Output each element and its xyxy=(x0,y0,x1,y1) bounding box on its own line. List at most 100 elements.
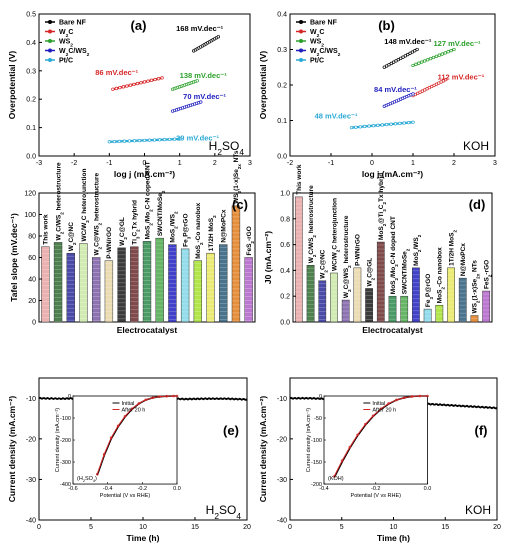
bar-0 xyxy=(41,246,50,323)
bar-13 xyxy=(206,252,215,323)
x-tick-label: 2 xyxy=(213,160,217,167)
x-tick-label: 5 xyxy=(89,524,93,531)
data-point xyxy=(423,59,427,63)
data-point xyxy=(172,137,177,141)
y-tick-label: 60 xyxy=(28,255,36,262)
data-point xyxy=(434,54,439,58)
data-point xyxy=(146,79,150,83)
bar-11 xyxy=(423,308,432,323)
slope-annotation: 148 mV.dec⁻¹ xyxy=(384,37,432,46)
inset-e: -0.6 -0.4 -0.2 0.0 0 -100 -200 -300 -400 InitialA… xyxy=(55,394,181,499)
x-axis-label: Time (h) xyxy=(127,533,160,543)
x-tick-label: 0 xyxy=(288,524,292,531)
x-tick-label: -2 xyxy=(71,160,77,167)
y-tick-label: -10 xyxy=(277,396,287,403)
inset-label: (KOH) xyxy=(328,476,344,482)
x-tick-label: 20 xyxy=(493,524,501,531)
x-tick-label: 15 xyxy=(191,524,199,531)
data-point xyxy=(402,121,406,125)
x-tick-label: -1 xyxy=(106,160,112,167)
data-point xyxy=(384,122,389,127)
bar-15 xyxy=(470,315,479,323)
data-point xyxy=(415,47,419,52)
y-axis-label: Overpotential (V) xyxy=(7,51,17,120)
bar-9 xyxy=(400,295,409,323)
inset-legend-entry: Initial xyxy=(372,401,385,407)
data-point xyxy=(142,138,147,143)
inset-x-tick-label: -0.6 xyxy=(68,486,77,492)
bar-category-label: WC/W2C heterojunction xyxy=(81,169,90,242)
y-axis-label: Current density (mA.cm⁻²) xyxy=(258,396,268,503)
y-tick-label: 0.4 xyxy=(26,40,36,47)
inset-point xyxy=(95,472,99,476)
y-tick-label: 80 xyxy=(28,234,36,241)
data-point xyxy=(114,86,119,91)
panel-label: (b) xyxy=(378,18,395,33)
x-axis-label: Time (h) xyxy=(377,533,410,543)
inset-y-tick-label: 0 xyxy=(319,394,322,400)
data-point xyxy=(398,121,402,126)
bar-category-label: W2C/WS2 heterostructure xyxy=(308,185,317,263)
data-point xyxy=(389,122,393,126)
bar-category-label: Fe3P@rGO xyxy=(425,274,434,307)
data-point xyxy=(195,79,199,83)
data-point xyxy=(411,63,415,68)
x-tick-label: 3 xyxy=(248,160,252,167)
inset-y-tick-label: -300 xyxy=(60,460,71,466)
panel-label: (f) xyxy=(475,423,488,438)
bar-category-label: MoS2-Co nanobox xyxy=(195,202,204,258)
y-tick-label: 0 xyxy=(32,320,36,327)
inset-y-axis-label: Current density (mA.cm⁻²) xyxy=(306,408,312,472)
bar-1 xyxy=(306,264,315,323)
bar-category-label: MoS2/Mo2C-N doped CNT xyxy=(390,216,399,294)
bar-14 xyxy=(219,244,228,323)
bar-9 xyxy=(155,237,164,323)
inset-point xyxy=(116,424,120,428)
y-tick-label: -30 xyxy=(277,477,287,484)
electrolyte-label: KOH xyxy=(465,503,491,517)
data-point xyxy=(160,76,164,80)
bar-6 xyxy=(117,247,126,323)
inset-legend-entry: After 20 h xyxy=(122,408,146,414)
panel-label: (d) xyxy=(469,197,486,212)
bar-category-label: MoS2/Mo2C-N doped CNT xyxy=(144,161,153,239)
legend-marker xyxy=(299,58,303,62)
bar-category-label: MoS2/WS2 xyxy=(413,234,422,266)
data-point xyxy=(376,123,380,127)
legend-marker xyxy=(48,48,52,53)
legend-entry: Bare NF xyxy=(59,20,87,27)
bar-15 xyxy=(231,205,241,323)
bar-8 xyxy=(142,241,152,323)
slope-annotation: 70 mV.dec⁻¹ xyxy=(183,92,226,101)
data-point xyxy=(142,80,147,84)
data-point xyxy=(147,138,152,142)
bar-category-label: W2C@NC xyxy=(320,249,329,278)
bar-category-label: W2C/WS2 heterostructure xyxy=(55,162,64,240)
y-tick-label: 0.4 xyxy=(277,12,287,19)
bar-category-label: W2C@GL xyxy=(119,217,128,246)
data-point xyxy=(152,138,157,142)
legend-marker xyxy=(299,29,303,34)
data-point xyxy=(156,77,161,81)
bar-6 xyxy=(365,288,373,323)
data-point xyxy=(149,78,154,82)
data-point xyxy=(446,50,450,54)
legend-entry: W2C xyxy=(310,29,324,39)
x-tick-label: -2 xyxy=(287,160,293,167)
x-tick-label: 5 xyxy=(340,524,344,531)
bar-13 xyxy=(447,267,455,323)
legend-entry: Pt/C xyxy=(59,58,73,65)
x-tick-label: 10 xyxy=(139,524,147,531)
legend-marker xyxy=(48,58,52,62)
inset-point xyxy=(379,407,383,411)
bar-category-label: MoS2@Ti3C2Tx hybrid xyxy=(378,173,387,240)
data-point xyxy=(414,62,418,66)
legend-marker xyxy=(299,20,303,24)
data-point xyxy=(449,48,453,53)
y-axis-label: Current density (mA.cm⁻²) xyxy=(7,396,17,503)
panel-e: 0 5 10 15 20 -10 -20 -30 -40 (e) H2SO4 Time (h) Curr… xyxy=(7,377,251,543)
bar-category-label: FeS2-rGO xyxy=(246,226,255,255)
bar-12 xyxy=(193,260,203,323)
y-tick-label: 0.0 xyxy=(280,320,290,327)
